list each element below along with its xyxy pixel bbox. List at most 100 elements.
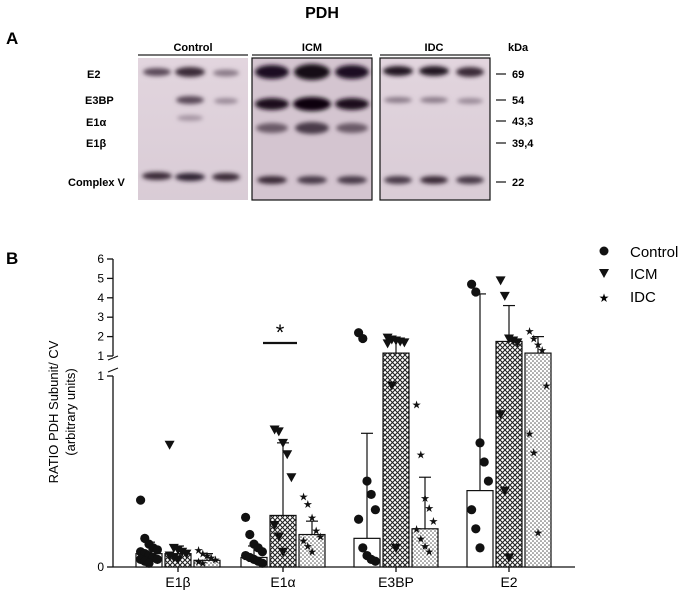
- point: ★: [299, 491, 309, 503]
- point: [504, 553, 514, 563]
- band: [175, 173, 205, 181]
- point: [391, 543, 401, 553]
- band-label-e1b: E1β: [86, 138, 106, 150]
- panel-a: A Control ICM IDC kDa: [6, 29, 534, 201]
- y-axis-label: RATIO PDH Subunit/ CV: [46, 340, 61, 483]
- band: [255, 65, 289, 79]
- point: [257, 558, 267, 568]
- point: ★: [412, 524, 422, 536]
- legend-marker-idc: ★: [599, 291, 610, 305]
- axis-break: [107, 355, 119, 361]
- point: [366, 489, 376, 500]
- legend-marker-control: [599, 246, 609, 256]
- point: ★: [412, 400, 422, 412]
- bar: [524, 352, 552, 568]
- axis-break: [107, 367, 119, 373]
- point: ★: [307, 512, 317, 524]
- point: ★: [198, 558, 208, 570]
- point: [152, 554, 162, 564]
- point: ★: [315, 531, 325, 543]
- point: ★: [529, 334, 539, 346]
- point: ★: [416, 533, 426, 545]
- point: ★: [537, 345, 547, 357]
- point: [495, 276, 506, 286]
- bar: [411, 528, 439, 568]
- bar: [298, 533, 326, 568]
- point: ★: [303, 541, 313, 553]
- point: ★: [307, 547, 317, 559]
- band: [294, 64, 330, 80]
- band: [384, 176, 412, 184]
- y-tick-label: 2: [97, 330, 104, 344]
- x-tick-label: E1α: [270, 574, 295, 590]
- point: [475, 543, 485, 553]
- point: [467, 505, 477, 515]
- chart-bars: [135, 340, 552, 568]
- band: [335, 98, 369, 110]
- panel-b-label: B: [6, 249, 18, 268]
- band-label-e1a: E1α: [86, 117, 106, 129]
- band-label-e2: E2: [87, 69, 100, 81]
- y-tick-label: 1: [97, 369, 104, 383]
- band: [336, 123, 368, 133]
- point: [164, 440, 175, 450]
- point: [257, 547, 267, 557]
- panel-b: B RATIO PDH Subunit/ CV (arbitrary units…: [6, 244, 678, 590]
- point: [358, 333, 368, 344]
- band: [255, 98, 289, 110]
- legend-label-idc: IDC: [630, 289, 656, 306]
- point: [136, 495, 146, 505]
- band: [293, 97, 331, 111]
- point: [358, 543, 368, 553]
- point: [479, 457, 489, 467]
- band: [213, 69, 239, 77]
- point: [273, 532, 284, 542]
- band: [419, 66, 449, 76]
- point: ★: [311, 526, 321, 538]
- point: ★: [198, 549, 208, 561]
- point: ★: [533, 339, 543, 351]
- point: [354, 514, 364, 524]
- point: [241, 512, 251, 522]
- point: [286, 473, 297, 483]
- point: ★: [299, 535, 309, 547]
- kda-unit-label: kDa: [508, 42, 529, 54]
- point: ★: [424, 547, 434, 559]
- x-tick-label: E3BP: [378, 574, 414, 590]
- point: ★: [428, 516, 438, 528]
- y-tick-label: 4: [97, 291, 104, 305]
- x-tick-label: E2: [500, 574, 517, 590]
- kda-39: 39,4: [512, 138, 534, 150]
- point: [245, 529, 255, 540]
- point: [475, 438, 485, 448]
- point: [269, 520, 280, 530]
- y-tick-label: 6: [97, 252, 104, 266]
- band: [384, 97, 412, 103]
- point: ★: [541, 381, 551, 393]
- bar: [382, 352, 410, 568]
- bar: [495, 340, 523, 568]
- kda-markers: [496, 73, 506, 183]
- x-tick-label: E1β: [165, 574, 190, 590]
- group-label-idc: IDC: [425, 42, 444, 54]
- point: ★: [210, 554, 220, 566]
- band: [420, 97, 448, 103]
- point: ★: [194, 545, 204, 557]
- band: [175, 67, 205, 77]
- point: [370, 505, 380, 515]
- band-label-complex-v: Complex V: [68, 177, 126, 189]
- band: [383, 66, 413, 76]
- point: [278, 547, 288, 557]
- point: [362, 476, 372, 486]
- band: [214, 98, 238, 104]
- band: [142, 172, 172, 180]
- point: ★: [303, 499, 313, 511]
- y-tick-label: 5: [97, 271, 104, 285]
- band: [212, 173, 240, 181]
- band: [337, 176, 367, 184]
- band: [143, 68, 171, 76]
- kda-22: 22: [512, 177, 524, 189]
- y-tick-label: 0: [97, 560, 104, 574]
- y-tick-label: 1: [97, 349, 104, 363]
